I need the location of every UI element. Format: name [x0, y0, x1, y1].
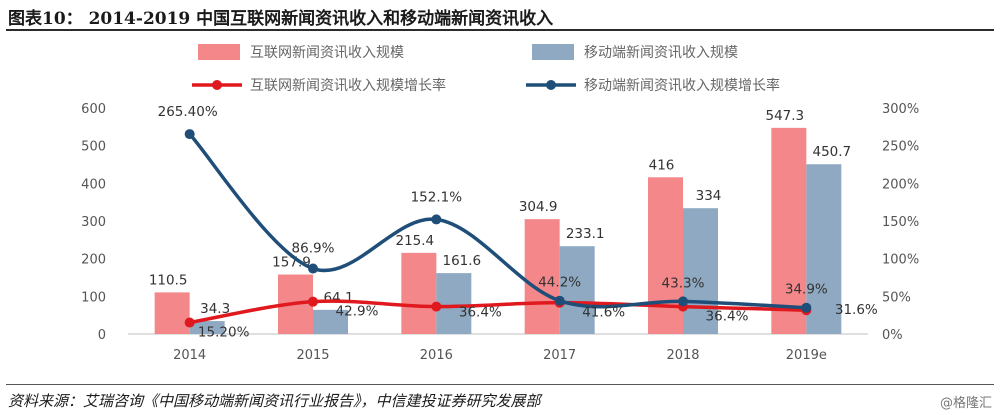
line-value-label: 36.4%: [706, 309, 749, 325]
point-internet-growth: [184, 317, 195, 328]
y-left-tick-label: 200: [81, 253, 106, 268]
x-tick-label: 2019e: [786, 348, 827, 363]
line-internet-growth: [189, 299, 807, 325]
bar-value-label: 233.1: [566, 226, 605, 242]
bar-mobile: [313, 309, 348, 334]
legend-marker: [546, 80, 556, 90]
x-tick-label: 2016: [420, 348, 453, 363]
line-value-label: 42.9%: [336, 304, 379, 320]
line-mobile-growth: [188, 132, 807, 310]
line-value-label: 15.20%: [198, 325, 250, 341]
bar-value-label: 34.3: [200, 301, 230, 317]
line-value-label: 41.6%: [582, 305, 625, 321]
y-right-tick-label: 0%: [882, 328, 903, 343]
legend-swatch: [198, 44, 240, 60]
legend-label: 移动端新闻资讯收入规模增长率: [584, 77, 780, 94]
figure-header: 图表10： 2014-2019 中国互联网新闻资讯收入和移动端新闻资讯收入: [0, 0, 1000, 30]
point-internet-growth: [431, 301, 442, 312]
bar-value-label: 161.6: [443, 253, 482, 269]
bar-value-label: 416: [649, 157, 675, 173]
point-mobile-growth: [801, 302, 812, 313]
line-value-label: 31.6%: [835, 302, 878, 318]
y-right-tick-label: 300%: [882, 102, 919, 117]
figure-title: 图表10： 2014-2019 中国互联网新闻资讯收入和移动端新闻资讯收入: [8, 9, 554, 29]
line-value-label: 34.9%: [785, 282, 828, 298]
y-left-tick-label: 300: [81, 215, 106, 230]
y-left-tick-label: 100: [81, 290, 106, 305]
point-mobile-growth: [554, 295, 565, 306]
bar-mobile: [806, 164, 842, 334]
y-right-tick-label: 100%: [882, 253, 919, 268]
bar-internet: [648, 177, 683, 334]
point-mobile-growth: [678, 296, 688, 307]
y-right-tick-label: 50%: [882, 290, 911, 305]
bar-internet: [401, 252, 437, 334]
point-internet-growth: [308, 296, 318, 307]
bar-mobile: [559, 246, 595, 334]
bar-internet: [771, 127, 807, 334]
legend-swatch: [532, 44, 574, 60]
source-note: 资料来源：艾瑞咨询《中国移动端新闻资讯行业报告》，中信建投证券研究发展部: [8, 392, 541, 410]
point-mobile-growth: [184, 129, 195, 140]
line-value-label: 265.40%: [158, 104, 218, 120]
y-right-tick-label: 200%: [882, 177, 919, 192]
y-left-tick-label: 600: [81, 102, 106, 117]
bar-value-label: 304.9: [519, 199, 558, 215]
line-value-label: 43.3%: [662, 275, 705, 291]
y-right-tick-label: 150%: [882, 215, 919, 230]
title-divider: [6, 29, 994, 31]
legend-label: 互联网新闻资讯收入规模: [250, 45, 404, 61]
line-value-label: 152.1%: [411, 189, 463, 205]
y-left-tick-label: 0: [98, 328, 106, 343]
point-mobile-growth: [431, 214, 442, 225]
point-mobile-growth: [308, 263, 318, 274]
y-right-tick-label: 250%: [882, 140, 919, 155]
footer-divider: [6, 384, 994, 385]
bar-mobile: [683, 208, 718, 334]
bar-value-label: 110.5: [149, 272, 188, 288]
revenue-chart: 0 100 200 300 400 500 600 0% 50% 100% 150% 200% 250%…: [81, 44, 919, 363]
bar-internet: [524, 219, 560, 334]
bar-mobile: [436, 273, 472, 334]
bar-internet: [154, 292, 190, 334]
legend-marker: [212, 80, 222, 90]
bar-value-label: 157.9: [272, 255, 311, 271]
legend-label: 移动端新闻资讯收入规模: [584, 45, 738, 61]
line-value-label: 44.2%: [538, 275, 581, 291]
y-left-tick-label: 400: [81, 177, 106, 192]
line-value-label: 86.9%: [292, 241, 335, 257]
bar-value-label: 547.3: [766, 108, 805, 124]
x-tick-label: 2018: [666, 348, 699, 363]
x-tick-label: 2017: [543, 348, 576, 363]
x-tick-label: 2015: [296, 348, 329, 363]
legend-label: 互联网新闻资讯收入规模增长率: [250, 77, 446, 94]
bar-value-label: 334: [696, 188, 722, 204]
line-value-label: 36.4%: [459, 305, 502, 321]
bar-value-label: 450.7: [813, 144, 852, 160]
bar-mobile: [189, 321, 225, 334]
y-left-tick-label: 500: [81, 140, 106, 155]
bar-value-label: 215.4: [396, 233, 435, 249]
x-tick-label: 2014: [173, 348, 206, 363]
watermark: @格隆汇: [939, 396, 992, 411]
